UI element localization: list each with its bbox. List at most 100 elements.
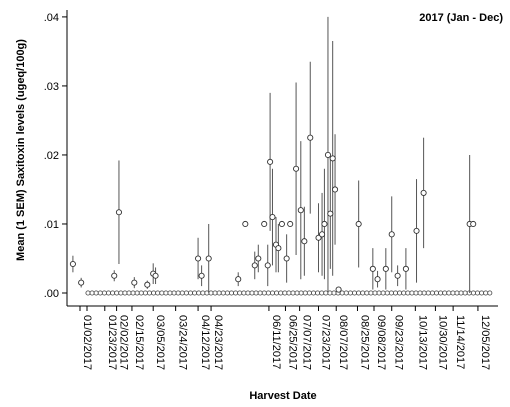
zero-point (171, 290, 177, 296)
zero-point (417, 290, 423, 296)
zero-point (405, 290, 411, 296)
data-point (131, 279, 138, 286)
x-tick-label: 03/05/2017 (154, 315, 166, 370)
data-point (355, 220, 362, 228)
zero-point (421, 290, 427, 296)
zero-point (175, 290, 181, 296)
zero-point (196, 290, 202, 296)
zero-point (397, 290, 403, 296)
zero-point (220, 290, 226, 296)
data-point (205, 255, 212, 262)
zero-point (146, 290, 152, 296)
zero-point (142, 290, 148, 296)
data-point (335, 286, 342, 293)
zero-point (323, 290, 329, 296)
zero-point (376, 290, 382, 296)
x-tick-label: 10/30/2017 (436, 315, 448, 370)
zero-point (228, 290, 234, 296)
x-tick-label: 12/05/2017 (479, 315, 491, 370)
x-tick-label: 08/25/2017 (358, 315, 370, 370)
zero-point (233, 290, 239, 296)
data-point (261, 220, 268, 228)
x-tick-label: 09/08/2017 (375, 315, 387, 370)
zero-point (249, 290, 255, 296)
zero-point (89, 290, 95, 296)
zero-point (151, 290, 157, 296)
zero-point (187, 290, 193, 296)
data-point (115, 209, 123, 216)
data-point (297, 207, 304, 214)
x-tick-label: 07/07/2017 (301, 315, 313, 370)
x-tick-label: 03/24/2017 (177, 315, 189, 370)
data-point (275, 245, 282, 252)
data-point (111, 272, 118, 279)
data-point (144, 281, 151, 288)
zero-point (290, 290, 296, 296)
x-tick-label: 09/23/2017 (393, 315, 405, 370)
zero-point (360, 290, 366, 296)
zero-point (454, 290, 460, 296)
zero-point (331, 290, 337, 296)
points-group (69, 134, 477, 293)
data-point (195, 255, 202, 262)
data-point (331, 186, 339, 193)
data-point (293, 165, 300, 172)
zero-point (93, 290, 99, 296)
zero-point (433, 290, 439, 296)
zero-point (446, 290, 452, 296)
zero-point (253, 290, 259, 296)
zero-point (442, 290, 448, 296)
zero-point (163, 290, 169, 296)
data-point (251, 262, 258, 269)
zero-point (343, 290, 349, 296)
zero-point (298, 290, 304, 296)
x-tick-label: 02/15/2017 (133, 315, 145, 370)
zero-point (183, 290, 189, 296)
data-point (374, 276, 381, 283)
data-point (267, 158, 274, 165)
data-point (369, 265, 376, 272)
zero-point (401, 290, 407, 296)
x-axis: 01/02/2017 01/23/2017 02/02/2017 02/15/2017… (67, 305, 498, 370)
data-point (301, 238, 308, 245)
data-point (78, 279, 85, 286)
zero-point (384, 290, 390, 296)
zero-point (245, 290, 251, 296)
zero-point (208, 290, 214, 296)
zero-point (192, 290, 198, 296)
y-tick-label: .01 (44, 219, 59, 231)
zero-point (278, 290, 284, 296)
x-tick-label: 04/23/2017 (212, 315, 224, 370)
zero-point (479, 290, 485, 296)
zero-point (237, 290, 243, 296)
zero-point (458, 290, 464, 296)
zero-point (134, 290, 140, 296)
x-tick-label: 01/23/2017 (106, 315, 118, 370)
x-tick-label: 07/23/2017 (320, 315, 332, 370)
data-point (307, 134, 314, 141)
zero-point (106, 290, 112, 296)
data-point (287, 220, 294, 228)
data-point (394, 272, 401, 279)
zero-point (216, 290, 222, 296)
y-tick-label: .04 (44, 12, 59, 24)
zero-point (487, 290, 493, 296)
data-point (382, 265, 389, 272)
zero-point (138, 290, 144, 296)
zero-point (261, 290, 267, 296)
zero-point (159, 290, 165, 296)
zero-point (368, 290, 374, 296)
zero-point (101, 290, 107, 296)
x-tick-label: 10/13/2017 (416, 315, 428, 370)
zero-point (483, 290, 489, 296)
data-point (327, 210, 334, 217)
zero-point (282, 290, 288, 296)
zero-point (306, 290, 312, 296)
zero-point (118, 290, 124, 296)
x-tick-label: 06/11/2017 (270, 315, 282, 369)
y-tick-label: .02 (44, 150, 59, 162)
zero-point (372, 290, 378, 296)
data-point (388, 231, 395, 238)
data-point (269, 214, 276, 221)
